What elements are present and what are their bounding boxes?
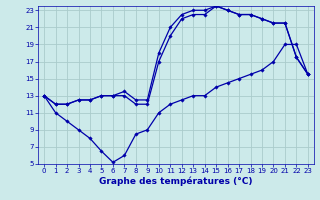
X-axis label: Graphe des températures (°C): Graphe des températures (°C)	[99, 177, 253, 186]
